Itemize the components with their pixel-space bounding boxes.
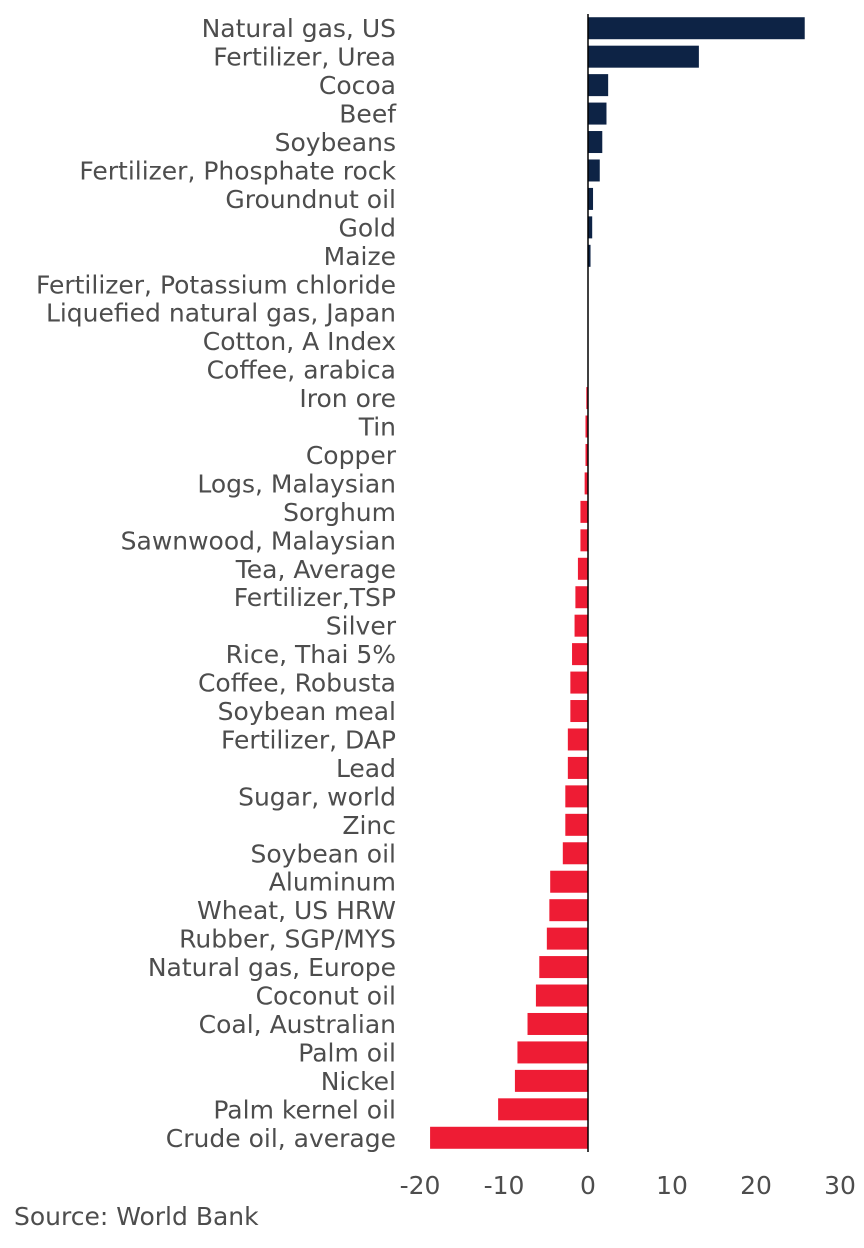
- bar: [584, 472, 588, 495]
- bar: [575, 586, 588, 609]
- bar: [585, 443, 588, 466]
- category-label: Soybeans: [275, 128, 396, 157]
- bar: [570, 671, 588, 694]
- category-label: Fertilizer, Phosphate rock: [79, 156, 396, 185]
- x-tick-label: -20: [400, 1171, 441, 1200]
- bar: [567, 728, 588, 751]
- category-label: Rice, Thai 5%: [226, 640, 396, 669]
- bar: [572, 643, 588, 666]
- category-label: Wheat, US HRW: [197, 896, 396, 925]
- category-label: Palm kernel oil: [213, 1095, 396, 1124]
- bar: [588, 74, 609, 97]
- bar: [549, 899, 588, 922]
- category-label: Rubber, SGP/MYS: [179, 925, 396, 954]
- bar: [577, 557, 588, 580]
- bar: [498, 1098, 588, 1121]
- category-label: Silver: [326, 612, 397, 641]
- bar: [588, 244, 591, 267]
- bar: [514, 1069, 588, 1092]
- category-label: Beef: [339, 100, 397, 129]
- bar: [527, 1012, 588, 1035]
- category-label: Coffee, arabica: [207, 356, 396, 385]
- category-label: Fertilizer,TSP: [234, 583, 396, 612]
- category-label: Cotton, A Index: [203, 327, 396, 356]
- x-tick-label: -10: [484, 1171, 525, 1200]
- bar: [570, 700, 588, 723]
- x-axis-tick-labels: -20 -10 0 10 20 30: [400, 1171, 856, 1200]
- category-label: Sugar, world: [238, 782, 396, 811]
- bar: [588, 17, 805, 40]
- bars: [430, 17, 805, 1149]
- category-label: Natural gas, Europe: [148, 953, 396, 982]
- x-tick-label: 10: [656, 1171, 688, 1200]
- category-label: Tea, Average: [235, 555, 396, 584]
- bar: [565, 813, 588, 836]
- bar: [588, 216, 593, 239]
- category-label: Gold: [339, 213, 396, 242]
- bar: [588, 131, 603, 154]
- category-label: Fertilizer, DAP: [221, 725, 396, 754]
- bar: [586, 387, 588, 410]
- x-tick-label: 30: [824, 1171, 856, 1200]
- category-label: Palm oil: [298, 1038, 396, 1067]
- category-label: Natural gas, US: [202, 14, 396, 43]
- x-tick-label: 0: [580, 1171, 596, 1200]
- bar: [585, 415, 588, 438]
- bar: [588, 45, 699, 68]
- bar: [588, 187, 594, 210]
- bar: [430, 1126, 588, 1149]
- category-label: Coffee, Robusta: [198, 669, 396, 698]
- category-label: Fertilizer, Potassium chloride: [36, 270, 396, 299]
- bar: [539, 956, 588, 979]
- bar: [562, 842, 588, 865]
- category-label: Maize: [324, 242, 396, 271]
- source-note: Source: World Bank: [14, 1202, 259, 1231]
- category-label: Coconut oil: [256, 982, 396, 1011]
- category-label: Coal, Australian: [199, 1010, 396, 1039]
- bar: [546, 927, 588, 950]
- bar: [588, 159, 600, 182]
- bar: [580, 500, 588, 523]
- category-label: Fertilizer, Urea: [213, 43, 396, 72]
- category-label: Soybean oil: [250, 839, 396, 868]
- category-label: Groundnut oil: [225, 185, 396, 214]
- category-label: Tin: [358, 413, 396, 442]
- x-tick-label: 20: [740, 1171, 772, 1200]
- category-label: Copper: [306, 441, 397, 470]
- bar: [550, 870, 588, 893]
- category-label: Iron ore: [299, 384, 396, 413]
- category-label: Zinc: [342, 811, 396, 840]
- bar: [565, 785, 588, 808]
- category-label: Nickel: [321, 1067, 396, 1096]
- bar: [535, 984, 588, 1007]
- category-label: Sawnwood, Malaysian: [121, 526, 396, 555]
- bar: [574, 614, 588, 637]
- category-label: Cocoa: [319, 71, 396, 100]
- category-label: Aluminum: [269, 868, 396, 897]
- category-label: Logs, Malaysian: [197, 469, 396, 498]
- category-label: Lead: [336, 754, 396, 783]
- bar: [588, 102, 607, 125]
- category-label: Crude oil, average: [166, 1124, 396, 1153]
- category-label: Soybean meal: [218, 697, 396, 726]
- category-label: Sorghum: [283, 498, 396, 527]
- category-label: Liquefied natural gas, Japan: [46, 299, 396, 328]
- bar: [567, 756, 588, 779]
- bar: [517, 1041, 588, 1064]
- bar: [580, 529, 588, 552]
